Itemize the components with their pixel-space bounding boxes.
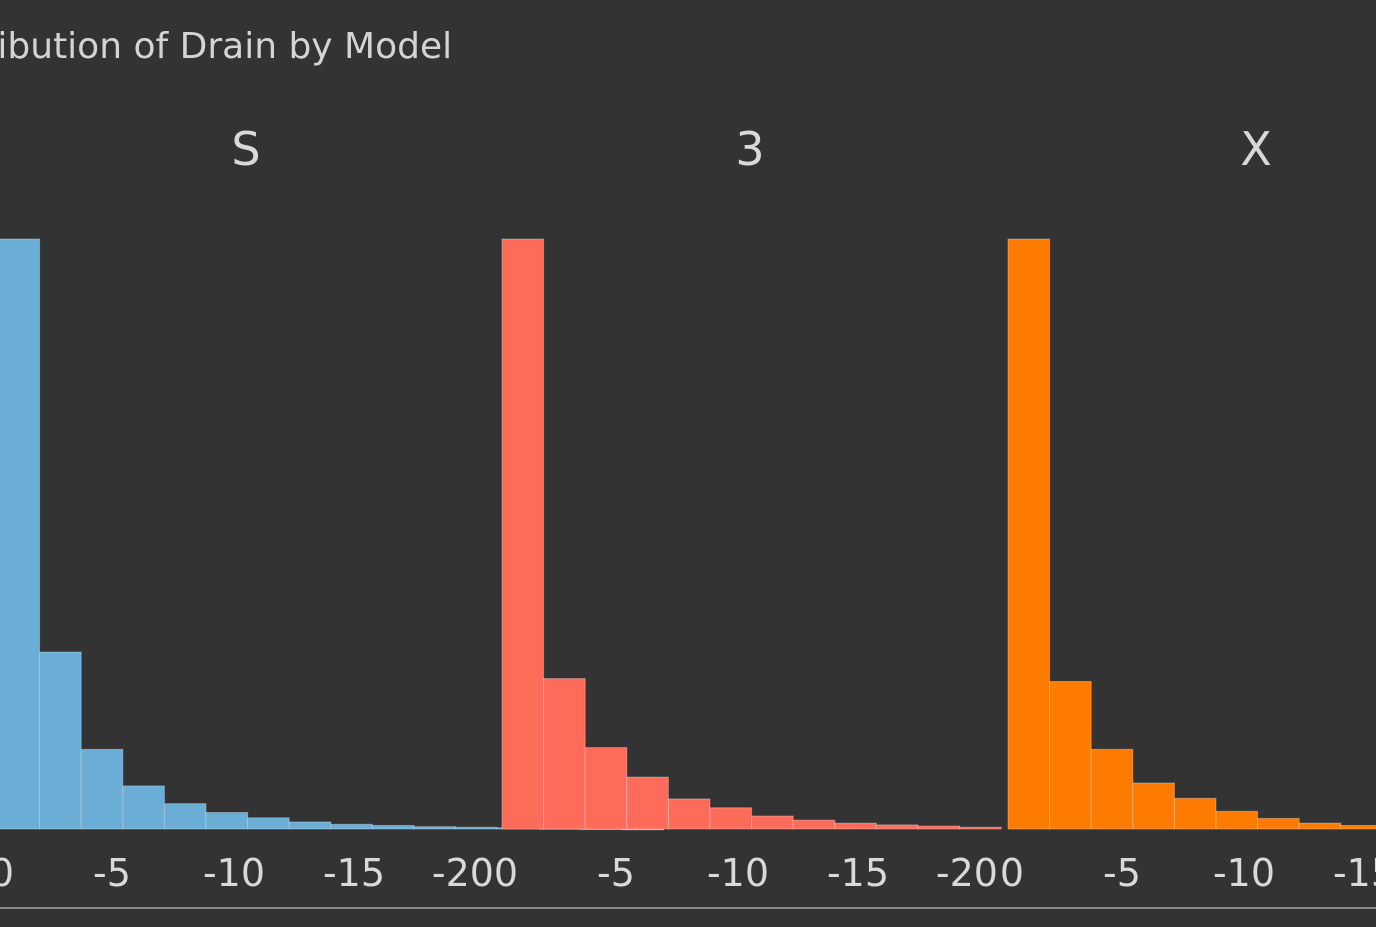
bar-S-5 bbox=[205, 811, 249, 830]
panel-3: 3 0 -5 -10 -15 -20 bbox=[494, 122, 1002, 895]
bar-3-5 bbox=[709, 807, 753, 830]
bar-S-2 bbox=[80, 748, 124, 830]
tick-label-S-2: -10 bbox=[203, 851, 265, 895]
bar-S-0 bbox=[0, 238, 41, 830]
bar-S-4 bbox=[163, 803, 207, 830]
bar-S-3 bbox=[122, 785, 165, 830]
bar-X-0 bbox=[1007, 238, 1051, 830]
bar-3-2 bbox=[584, 747, 628, 830]
bar-S-7 bbox=[288, 821, 332, 830]
panel-X: X 0 -5 -10 -15 bbox=[1000, 122, 1376, 895]
tick-label-S-4: -20 bbox=[432, 851, 494, 895]
tick-label-S-1: -5 bbox=[93, 851, 131, 895]
tick-label-3-3: -15 bbox=[827, 851, 889, 895]
bar-X-7 bbox=[1298, 822, 1342, 830]
chart-title: Distribution of Drain by Model bbox=[0, 26, 453, 67]
bar-X-8 bbox=[1340, 824, 1376, 830]
panel-S: S 0 -5 -10 -15 -20 bbox=[0, 122, 665, 895]
tick-label-S-3: -15 bbox=[323, 851, 385, 895]
bar-3-6 bbox=[751, 815, 794, 830]
tick-label-3-0: 0 bbox=[494, 851, 518, 895]
bar-3-11 bbox=[959, 826, 1002, 830]
tick-label-3-4: -20 bbox=[936, 851, 998, 895]
bar-3-4 bbox=[667, 798, 711, 830]
bar-3-9 bbox=[875, 824, 919, 830]
bar-S-11 bbox=[455, 826, 498, 830]
bar-X-1 bbox=[1049, 681, 1092, 830]
tick-label-X-0: 0 bbox=[1000, 851, 1024, 895]
bar-X-6 bbox=[1257, 817, 1300, 830]
panel-header-X: X bbox=[1240, 122, 1272, 176]
tick-label-3-2: -10 bbox=[707, 851, 769, 895]
tick-label-S-0: 0 bbox=[0, 851, 14, 895]
tick-label-X-1: -5 bbox=[1103, 851, 1141, 895]
bottom-divider bbox=[0, 907, 1376, 909]
bar-S-9 bbox=[371, 824, 415, 830]
bar-S-8 bbox=[330, 823, 373, 830]
bar-S-1 bbox=[39, 651, 82, 830]
bar-3-1 bbox=[543, 678, 586, 830]
bar-S-6 bbox=[247, 817, 290, 830]
panel-header-S: S bbox=[231, 122, 260, 176]
bar-X-4 bbox=[1173, 797, 1217, 830]
bar-X-3 bbox=[1132, 782, 1175, 830]
tick-label-X-2: -10 bbox=[1213, 851, 1275, 895]
bar-S-10 bbox=[413, 826, 457, 830]
tick-label-3-1: -5 bbox=[597, 851, 635, 895]
tick-label-X-3: -15 bbox=[1333, 851, 1376, 895]
panel-header-3: 3 bbox=[735, 122, 764, 176]
bar-3-8 bbox=[834, 822, 877, 830]
bar-3-3 bbox=[626, 776, 669, 830]
bar-X-2 bbox=[1090, 748, 1134, 830]
bar-X-5 bbox=[1215, 810, 1259, 830]
bar-3-10 bbox=[917, 825, 961, 830]
bar-3-0 bbox=[501, 238, 545, 830]
bar-3-7 bbox=[792, 819, 836, 830]
